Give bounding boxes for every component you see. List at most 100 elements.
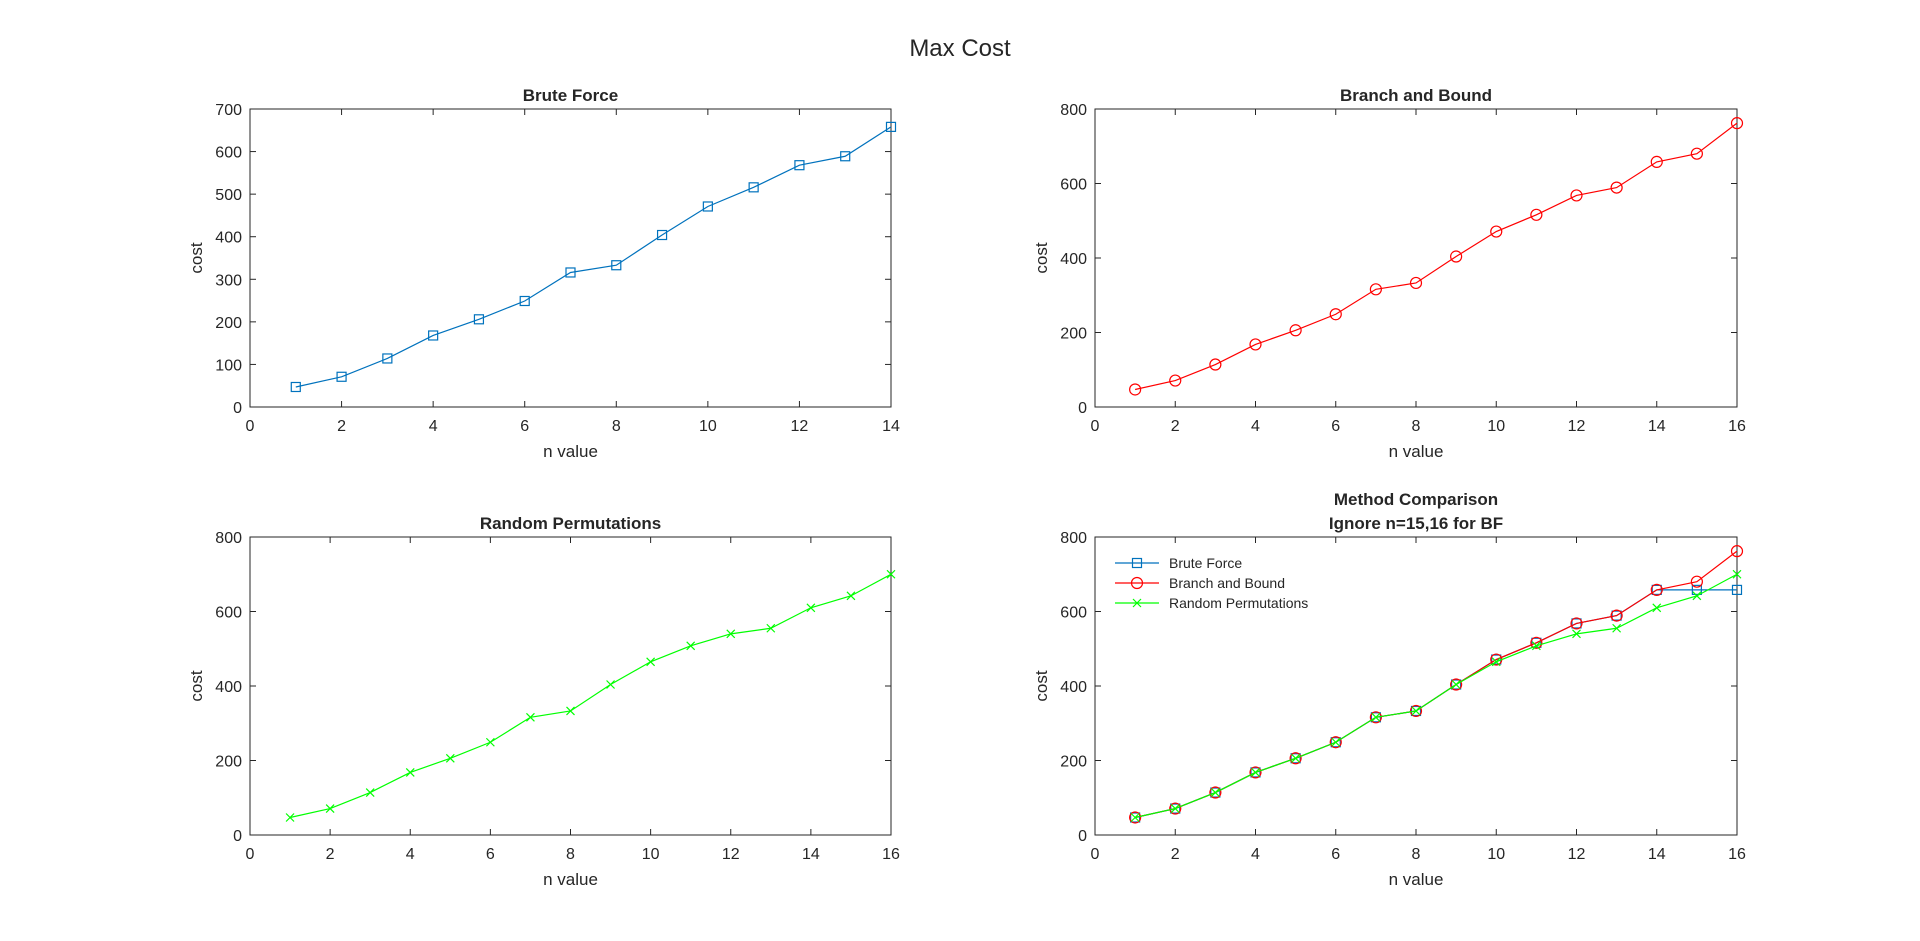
x-tick-label: 6	[520, 418, 529, 435]
x-tick-label: 8	[566, 846, 575, 863]
data-point	[1450, 678, 1463, 691]
x-tick-label: 0	[246, 418, 255, 435]
data-point	[1531, 641, 1541, 651]
data-point	[1411, 706, 1421, 716]
x-tick-label: 6	[1331, 418, 1340, 435]
subplot-title: Method Comparison	[1334, 490, 1498, 509]
x-tick-label: 10	[699, 418, 717, 435]
data-point	[1690, 147, 1703, 160]
data-point	[1650, 583, 1663, 596]
data-point	[1732, 569, 1742, 579]
data-point	[1572, 629, 1581, 639]
y-tick-label: 100	[215, 357, 242, 374]
data-point	[365, 788, 375, 797]
data-point	[1329, 736, 1342, 749]
y-tick-label: 200	[1060, 326, 1087, 343]
x-tick-label: 12	[1568, 846, 1586, 863]
x-tick-label: 14	[1648, 418, 1666, 435]
data-point	[1450, 250, 1463, 263]
data-point	[1610, 609, 1623, 622]
axes-box	[1094, 536, 1738, 836]
data-point	[473, 314, 485, 325]
subplot-1: 0 2 4 6 8 10 12 14 0 100 200 300 400 500 600 700 n value…	[187, 86, 900, 461]
series-1	[290, 121, 897, 393]
x-tick-label: 16	[1728, 846, 1746, 863]
x-tick-label: 0	[1091, 846, 1100, 863]
data-point	[1530, 636, 1543, 649]
data-point	[1291, 753, 1301, 763]
figure-title: Max Cost	[909, 35, 1011, 62]
x-tick-label: 8	[1412, 846, 1421, 863]
y-tick-label: 400	[215, 230, 242, 247]
y-tick-label: 800	[1060, 102, 1087, 119]
x-tick-label: 14	[882, 418, 900, 435]
data-point	[1610, 181, 1623, 194]
data-point	[1410, 705, 1422, 717]
data-point	[1289, 752, 1302, 765]
x-axis-label: n value	[543, 442, 598, 461]
data-point	[656, 229, 668, 241]
y-axis-label: cost	[187, 242, 206, 273]
legend-marker	[1131, 557, 1143, 569]
data-point	[794, 160, 805, 171]
data-point	[1730, 117, 1744, 130]
data-point	[886, 569, 896, 579]
x-tick-label: 6	[486, 846, 495, 863]
x-tick-label: 14	[1648, 846, 1666, 863]
data-point	[1570, 189, 1583, 202]
data-point	[806, 603, 816, 613]
data-point	[1369, 283, 1382, 296]
data-point	[1210, 787, 1221, 798]
x-tick-label: 10	[1487, 846, 1505, 863]
subplot-title: Random Permutations	[480, 514, 661, 533]
x-tick-label: 12	[722, 846, 740, 863]
data-point	[1289, 324, 1302, 337]
x-axis-label: n value	[543, 870, 598, 889]
axes-box	[249, 536, 892, 836]
legend-label: Branch and Bound	[1169, 575, 1285, 591]
data-point	[1650, 155, 1663, 168]
data-point	[526, 712, 535, 722]
y-axis-label: cost	[1032, 242, 1051, 273]
x-tick-label: 4	[1251, 418, 1260, 435]
x-tick-label: 0	[1091, 418, 1100, 435]
y-tick-label: 0	[1078, 828, 1087, 845]
x-tick-label: 2	[1171, 418, 1180, 435]
y-tick-label: 200	[1060, 754, 1087, 771]
y-tick-label: 200	[215, 754, 242, 771]
x-tick-label: 10	[1487, 418, 1505, 435]
data-point	[1209, 358, 1222, 371]
data-point	[1531, 637, 1542, 648]
legend: Brute Force Branch and Bound Random Permut…	[1115, 555, 1308, 611]
data-point	[1451, 680, 1461, 689]
x-tick-label: 12	[791, 418, 809, 435]
data-point	[405, 767, 415, 777]
x-tick-label: 16	[882, 846, 900, 863]
data-point	[1409, 704, 1423, 718]
y-axis-label: cost	[1032, 670, 1051, 701]
data-point	[1169, 802, 1182, 815]
data-point	[1652, 603, 1662, 613]
y-tick-label: 600	[1060, 605, 1087, 622]
data-point	[1249, 766, 1262, 779]
data-point	[1611, 610, 1622, 621]
data-point	[1409, 276, 1423, 290]
data-point	[1491, 657, 1501, 667]
data-point	[1249, 338, 1262, 351]
y-tick-label: 800	[215, 530, 242, 547]
y-tick-label: 600	[215, 605, 242, 622]
x-tick-label: 6	[1331, 846, 1340, 863]
x-tick-label: 12	[1568, 418, 1586, 435]
data-point	[1570, 617, 1583, 630]
data-point	[726, 629, 736, 639]
y-tick-label: 400	[1060, 679, 1087, 696]
y-tick-label: 400	[1060, 251, 1087, 268]
x-tick-label: 0	[246, 846, 255, 863]
data-point	[1170, 803, 1181, 814]
x-tick-label: 2	[326, 846, 335, 863]
data-point	[1369, 711, 1382, 724]
axes-box	[1094, 108, 1738, 408]
data-point	[611, 260, 622, 271]
series-1	[1129, 117, 1744, 396]
